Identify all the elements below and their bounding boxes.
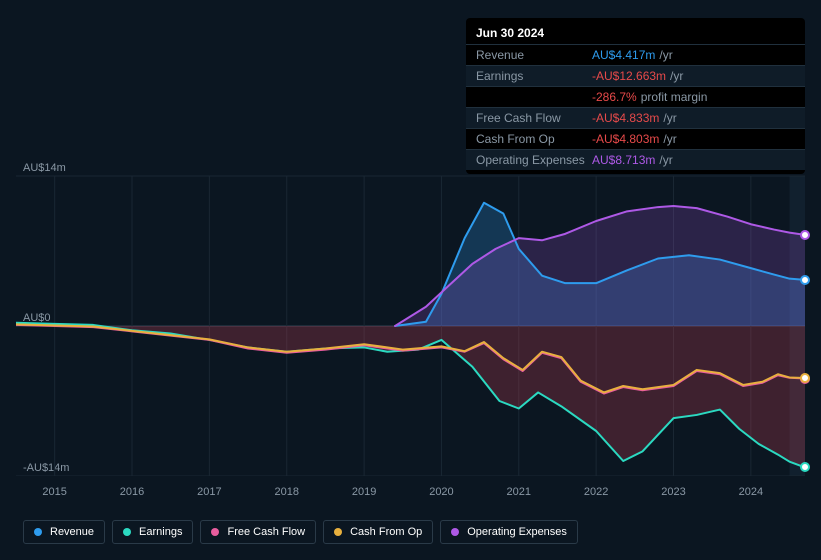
legend-label: Earnings xyxy=(139,526,182,538)
tooltip-row-suffix: /yr xyxy=(670,68,683,84)
tooltip-row-value: -AU$12.663m xyxy=(592,68,666,84)
tooltip-row: Earnings-AU$12.663m/yr xyxy=(466,65,805,86)
legend-dot-icon xyxy=(123,528,131,536)
legend-label: Cash From Op xyxy=(350,526,422,538)
series-end-dot xyxy=(800,462,810,472)
legend-dot-icon xyxy=(34,528,42,536)
x-axis-label: 2017 xyxy=(197,486,221,498)
series-end-dot xyxy=(800,230,810,240)
series-end-dot xyxy=(800,373,810,383)
tooltip-row-label: Free Cash Flow xyxy=(476,110,592,126)
legend-label: Revenue xyxy=(50,526,94,538)
tooltip-row-label: Cash From Op xyxy=(476,131,592,147)
tooltip-row-suffix: profit margin xyxy=(641,89,708,105)
tooltip-row-value: AU$4.417m xyxy=(592,47,655,63)
chart-svg xyxy=(16,158,805,476)
legend-label: Free Cash Flow xyxy=(227,526,305,538)
tooltip-row: RevenueAU$4.417m/yr xyxy=(466,44,805,65)
tooltip-row-suffix: /yr xyxy=(659,47,672,63)
x-axis-label: 2023 xyxy=(661,486,685,498)
tooltip-date: Jun 30 2024 xyxy=(466,24,805,44)
tooltip-row-value: -AU$4.833m xyxy=(592,110,659,126)
tooltip-row: -286.7%profit margin xyxy=(466,86,805,107)
tooltip-row-suffix: /yr xyxy=(663,131,676,147)
x-axis-label: 2016 xyxy=(120,486,144,498)
legend-item[interactable]: Earnings xyxy=(112,520,193,544)
legend-item[interactable]: Cash From Op xyxy=(323,520,433,544)
tooltip-row-label: Revenue xyxy=(476,47,592,63)
tooltip-row: Cash From Op-AU$4.803m/yr xyxy=(466,128,805,149)
legend-item[interactable]: Operating Expenses xyxy=(440,520,578,544)
legend-dot-icon xyxy=(211,528,219,536)
legend-item[interactable]: Free Cash Flow xyxy=(200,520,316,544)
legend-dot-icon xyxy=(451,528,459,536)
x-axis-label: 2022 xyxy=(584,486,608,498)
x-axis-label: 2019 xyxy=(352,486,376,498)
tooltip-row-value: -AU$4.803m xyxy=(592,131,659,147)
tooltip-row-value: -286.7% xyxy=(592,89,637,105)
tooltip-row-label xyxy=(476,89,592,105)
legend-dot-icon xyxy=(334,528,342,536)
x-axis-label: 2020 xyxy=(429,486,453,498)
x-axis-label: 2018 xyxy=(274,486,298,498)
series-end-dot xyxy=(800,275,810,285)
chart-plot-area xyxy=(16,158,805,518)
tooltip-row: Free Cash Flow-AU$4.833m/yr xyxy=(466,107,805,128)
tooltip-card: Jun 30 2024 RevenueAU$4.417m/yrEarnings-… xyxy=(466,18,805,174)
legend-item[interactable]: Revenue xyxy=(23,520,105,544)
x-axis-label: 2015 xyxy=(42,486,66,498)
tooltip-row-label: Earnings xyxy=(476,68,592,84)
x-axis-label: 2024 xyxy=(739,486,763,498)
legend-label: Operating Expenses xyxy=(467,526,567,538)
x-axis: 2015 2016 2017 2018 2019 2020 2021 2022 2023 2024 xyxy=(16,486,805,502)
tooltip-row-suffix: /yr xyxy=(663,110,676,126)
x-axis-label: 2021 xyxy=(507,486,531,498)
legend: Revenue Earnings Free Cash Flow Cash From O… xyxy=(23,520,578,544)
